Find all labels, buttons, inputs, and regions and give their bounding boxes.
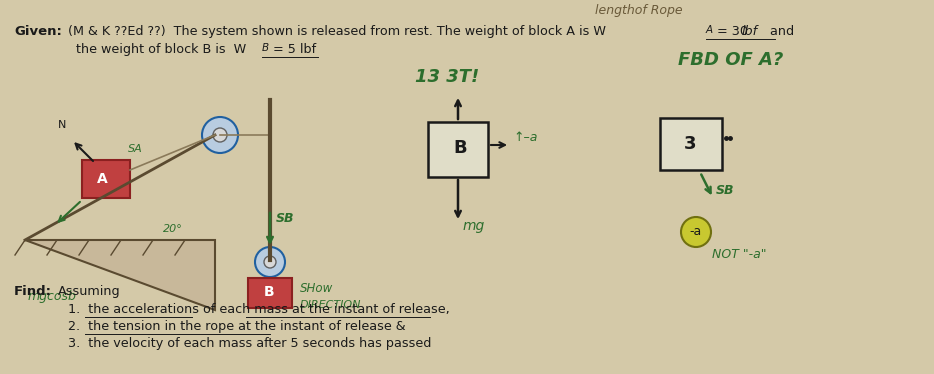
Text: 2.  the tension in the rope at the instant of release &: 2. the tension in the rope at the instan… bbox=[68, 320, 405, 333]
Text: SHow: SHow bbox=[300, 282, 333, 295]
Text: mgcosb: mgcosb bbox=[28, 290, 77, 303]
Circle shape bbox=[255, 247, 285, 277]
Text: 3.  the velocity of each mass after 5 seconds has passed: 3. the velocity of each mass after 5 sec… bbox=[68, 337, 432, 350]
Text: 20°: 20° bbox=[163, 224, 183, 234]
Text: A: A bbox=[706, 25, 714, 35]
Text: Given:: Given: bbox=[14, 25, 62, 38]
Text: NOT "-a": NOT "-a" bbox=[712, 248, 767, 261]
Text: = 30: = 30 bbox=[713, 25, 752, 38]
Bar bbox=[82, 160, 130, 198]
Text: -a: -a bbox=[689, 225, 701, 238]
Text: lengthof Rope: lengthof Rope bbox=[595, 4, 683, 17]
Text: lbf: lbf bbox=[742, 25, 758, 38]
Text: mg: mg bbox=[463, 219, 486, 233]
Text: B: B bbox=[262, 43, 269, 53]
Circle shape bbox=[681, 217, 711, 247]
Text: ↑–a: ↑–a bbox=[513, 131, 537, 144]
Text: Find:: Find: bbox=[14, 285, 52, 298]
Circle shape bbox=[202, 117, 238, 153]
Text: 13 3T!: 13 3T! bbox=[415, 68, 479, 86]
Text: = 5 lbf: = 5 lbf bbox=[269, 43, 316, 56]
Text: SA: SA bbox=[128, 144, 143, 154]
Text: the weight of block B is  W: the weight of block B is W bbox=[76, 43, 247, 56]
Text: Assuming: Assuming bbox=[58, 285, 120, 298]
Text: (M & K ??Ed ??)  The system shown is released from rest. The weight of block A i: (M & K ??Ed ??) The system shown is rele… bbox=[68, 25, 606, 38]
Bar bbox=[248, 278, 292, 308]
Circle shape bbox=[213, 128, 227, 142]
Text: N: N bbox=[58, 120, 66, 130]
Text: 3: 3 bbox=[684, 135, 697, 153]
Text: A: A bbox=[97, 172, 107, 186]
Text: and: and bbox=[762, 25, 794, 38]
Text: 1.  the accelerations of each mass at the instant of release,: 1. the accelerations of each mass at the… bbox=[68, 303, 450, 316]
Text: B: B bbox=[264, 285, 275, 299]
Text: FBD OF A?: FBD OF A? bbox=[678, 51, 784, 69]
Text: B: B bbox=[453, 139, 467, 157]
Bar bbox=[428, 122, 488, 177]
Polygon shape bbox=[25, 240, 215, 310]
Bar bbox=[660, 118, 722, 170]
Text: SB: SB bbox=[716, 184, 734, 197]
Text: SB: SB bbox=[276, 212, 294, 225]
Circle shape bbox=[264, 256, 276, 268]
Text: DIRECTION: DIRECTION bbox=[300, 300, 361, 310]
